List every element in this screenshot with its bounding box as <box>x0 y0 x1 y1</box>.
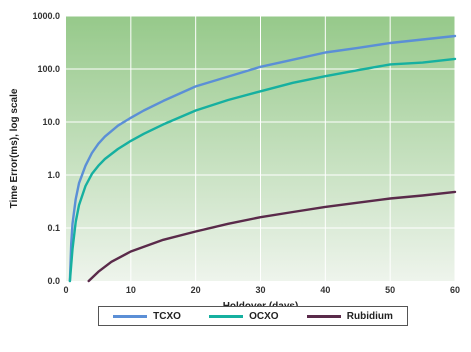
x-tick-label: 10 <box>126 285 136 295</box>
x-tick-label: 0 <box>63 285 68 295</box>
y-tick-label: 100.0 <box>37 64 60 74</box>
x-tick-label: 60 <box>450 285 460 295</box>
legend-label: TCXO <box>153 310 181 322</box>
y-tick-label: 1.0 <box>47 170 60 180</box>
x-tick-label: 50 <box>385 285 395 295</box>
legend-entry-rubidium: Rubidium <box>306 310 393 322</box>
series-line-tcxo <box>68 34 457 283</box>
legend-swatch <box>306 314 341 318</box>
legend-label: OCXO <box>249 310 279 322</box>
y-axis-title: Time Error(ms), log scale <box>9 88 20 208</box>
x-tick-label: 30 <box>255 285 265 295</box>
y-tick-labels: 0.0 0.1 1.0 10.0 100.0 1000.0 <box>32 11 60 286</box>
legend-label: Rubidium <box>346 310 393 322</box>
y-tick-label: 0.0 <box>47 276 60 286</box>
x-tick-labels: 0 10 20 30 40 50 60 <box>63 285 460 295</box>
x-tick-label: 40 <box>320 285 330 295</box>
legend-entry-ocxo: OCXO <box>209 310 279 322</box>
series-line-ocxo <box>68 57 457 283</box>
legend: TCXO OCXO Rubidium <box>98 306 408 326</box>
y-tick-label: 0.1 <box>47 223 60 233</box>
series-line-rubidium <box>87 190 457 283</box>
legend-swatch <box>113 314 148 318</box>
y-tick-label: 10.0 <box>42 117 60 127</box>
legend-entry-tcxo: TCXO <box>113 311 181 322</box>
legend-swatch <box>209 314 244 318</box>
series-lines <box>68 34 457 283</box>
gridlines <box>66 15 456 281</box>
x-tick-label: 20 <box>191 285 201 295</box>
y-tick-label: 1000.0 <box>32 11 60 21</box>
